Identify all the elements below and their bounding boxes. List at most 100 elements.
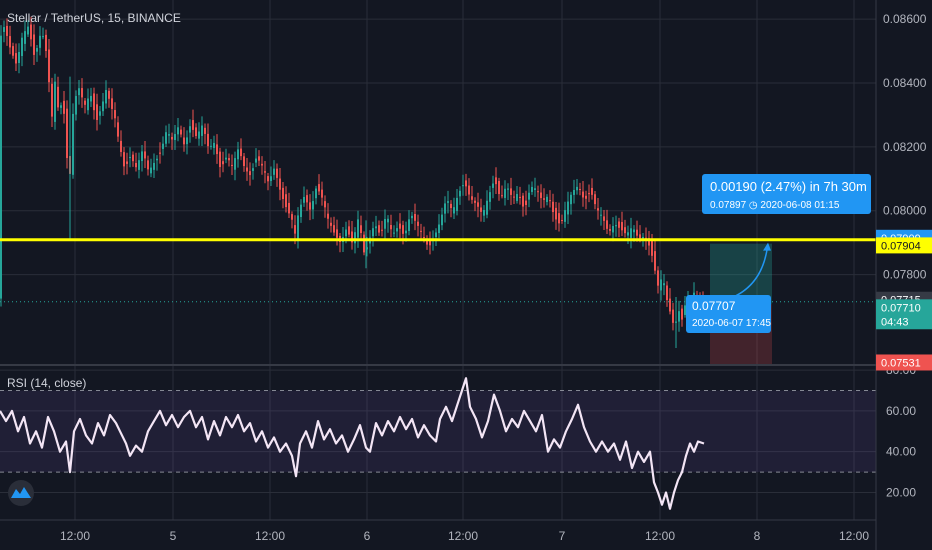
candle-body xyxy=(318,184,320,192)
candle-body xyxy=(213,142,215,148)
candle-body xyxy=(477,202,479,207)
candle-body xyxy=(402,225,404,234)
candle-body xyxy=(570,194,572,205)
candle-body xyxy=(609,229,611,231)
candle-body xyxy=(420,230,422,232)
candle-body xyxy=(63,100,65,114)
price-tag-bg xyxy=(876,237,932,254)
candle-body xyxy=(222,161,224,165)
candle-body xyxy=(60,105,62,108)
candle-body xyxy=(663,283,665,286)
measure-headline-text: 0.00190 (2.47%) in 7h 30m xyxy=(710,179,867,194)
candle-body xyxy=(348,226,350,235)
candle-body xyxy=(537,191,539,193)
candle-body xyxy=(555,207,557,220)
candle-body xyxy=(183,137,185,145)
candle-body xyxy=(234,158,236,170)
candle-body xyxy=(102,101,104,112)
rsi-tick-label: 20.00 xyxy=(886,485,916,499)
candle-body xyxy=(267,176,269,182)
candle-body xyxy=(111,98,113,109)
candle-body xyxy=(126,161,128,164)
candle-body xyxy=(435,232,437,237)
candle-body xyxy=(108,90,110,99)
candle-body xyxy=(417,221,419,226)
rsi-series-line xyxy=(0,377,705,510)
price-tick-label: 0.08000 xyxy=(883,204,927,218)
candle-body xyxy=(291,214,293,220)
candle-body xyxy=(42,36,44,38)
candle-body xyxy=(666,285,668,301)
candle-body xyxy=(39,35,41,48)
candle-body xyxy=(381,229,383,231)
candle-body xyxy=(378,225,380,233)
measure-start-price: 0.07707 xyxy=(692,299,736,313)
price-tag-bg xyxy=(876,299,932,316)
candle-body xyxy=(336,229,338,238)
price-tag: 0.07531 xyxy=(881,357,921,369)
candle-body xyxy=(582,191,584,198)
rsi-tick-label: 40.00 xyxy=(886,445,916,459)
candle-body xyxy=(165,132,167,144)
candle-body xyxy=(15,53,17,64)
candle-body xyxy=(639,234,641,239)
candle-body xyxy=(24,31,26,44)
price-tag-bg xyxy=(876,354,932,371)
candle-body xyxy=(30,24,32,40)
candle-body xyxy=(597,208,599,211)
candle-body xyxy=(546,196,548,202)
candle-body xyxy=(489,192,491,202)
candle-body xyxy=(228,158,230,161)
tradingview-logo[interactable] xyxy=(8,480,34,506)
candle-body xyxy=(303,196,305,203)
candle-body xyxy=(96,104,98,120)
price-tick-label: 0.08400 xyxy=(883,76,927,90)
candle-body xyxy=(543,198,545,200)
candle-body xyxy=(156,158,158,161)
grid-layer xyxy=(0,0,876,520)
measure-headline-tooltip: 0.00190 (2.47%) in 7h 30m 0.07897 ◷ 2020… xyxy=(702,174,871,214)
candle-body xyxy=(459,190,461,197)
candle-body xyxy=(276,168,278,178)
candle-body xyxy=(621,222,623,231)
candle-body xyxy=(585,195,587,199)
candle-body xyxy=(192,120,194,130)
candle-body xyxy=(132,154,134,162)
time-tick-label: 6 xyxy=(364,529,371,543)
price-tick-label: 0.07800 xyxy=(883,268,927,282)
candle-body xyxy=(630,228,632,238)
candle-body xyxy=(519,196,521,198)
candle-body xyxy=(579,189,581,191)
price-tick-label: 0.08200 xyxy=(883,140,927,154)
candle-body xyxy=(288,202,290,214)
candle-body xyxy=(309,202,311,210)
measure-target-detail: 0.07897 ◷ 2020-06-08 01:15 xyxy=(710,200,840,211)
candle-body xyxy=(606,220,608,229)
candle-body xyxy=(51,83,53,117)
candle-body xyxy=(426,239,428,245)
candle-body xyxy=(168,134,170,136)
candle-body xyxy=(396,228,398,232)
candle-body xyxy=(366,247,368,250)
candle-body xyxy=(120,140,122,152)
candle-body xyxy=(390,225,392,230)
candle-body xyxy=(483,210,485,216)
candle-body xyxy=(189,126,191,133)
candle-body xyxy=(615,225,617,227)
time-tick-label: 12:00 xyxy=(645,529,675,543)
candle-body xyxy=(591,187,593,195)
candle-body xyxy=(633,229,635,233)
candle-body xyxy=(480,207,482,212)
candle-body xyxy=(414,214,416,221)
candle-body xyxy=(360,225,362,234)
candle-body xyxy=(306,195,308,203)
candle-body xyxy=(297,215,299,240)
candle-body xyxy=(138,160,140,170)
candle-body xyxy=(81,88,83,98)
candle-body xyxy=(279,178,281,190)
candle-body xyxy=(540,192,542,199)
candle-body xyxy=(474,200,476,203)
chart-title: Stellar / TetherUS, 15, BINANCE xyxy=(7,11,181,25)
